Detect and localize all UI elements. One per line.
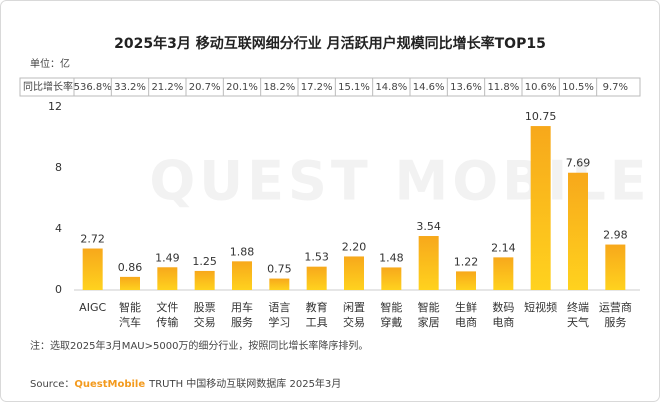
value-label: 3.54 bbox=[416, 220, 441, 233]
value-label: 7.69 bbox=[566, 157, 591, 170]
bar bbox=[306, 266, 327, 290]
bar bbox=[456, 271, 476, 290]
growth-label: 同比增长率 bbox=[23, 80, 73, 93]
bar bbox=[82, 248, 103, 290]
value-label: 2.72 bbox=[80, 233, 105, 246]
x-tick-label: 家居 bbox=[418, 315, 440, 329]
value-label: 10.75 bbox=[525, 110, 557, 123]
growth-value: 17.2% bbox=[301, 82, 333, 93]
bar bbox=[194, 270, 215, 290]
value-label: 1.88 bbox=[230, 245, 255, 258]
x-tick-label: 智能 bbox=[380, 300, 402, 314]
x-tick-label: 语言 bbox=[268, 301, 290, 314]
x-tick-label: 终端 bbox=[567, 300, 589, 314]
bar bbox=[232, 261, 252, 290]
chart-title: 2025年3月 移动互联网细分行业 月活跃用户规模同比增长率TOP15 bbox=[114, 35, 546, 52]
x-tick-label: AIGC bbox=[79, 301, 106, 314]
bar bbox=[381, 267, 402, 290]
bar bbox=[344, 256, 364, 290]
growth-value: 21.2% bbox=[151, 82, 183, 93]
x-tick-label: 智能 bbox=[119, 300, 141, 314]
growth-value: 9.7% bbox=[603, 82, 628, 93]
source-brand: QuestMobile bbox=[74, 379, 145, 390]
x-tick-label: 教育 bbox=[306, 300, 328, 314]
x-tick-label: 用车 bbox=[231, 300, 253, 314]
y-tick-label: 0 bbox=[55, 283, 62, 296]
bar bbox=[269, 278, 290, 290]
y-tick-label: 12 bbox=[48, 100, 62, 113]
x-tick-label: 生鲜 bbox=[455, 300, 477, 314]
growth-value: 14.6% bbox=[413, 82, 445, 93]
x-tick-label: 服务 bbox=[604, 316, 626, 329]
x-tick-label: 电商 bbox=[455, 315, 477, 329]
growth-table bbox=[19, 77, 641, 97]
growth-value: 20.1% bbox=[226, 82, 258, 93]
value-label: 2.20 bbox=[342, 240, 367, 253]
x-tick-label: 穿戴 bbox=[380, 315, 402, 329]
growth-value: 15.1% bbox=[338, 82, 370, 93]
value-label: 1.48 bbox=[379, 251, 404, 264]
x-tick-label: 文件 bbox=[156, 300, 178, 314]
value-label: 1.49 bbox=[155, 251, 180, 264]
y-tick-label: 4 bbox=[55, 222, 62, 235]
value-label: 0.75 bbox=[267, 263, 292, 276]
growth-value: 33.2% bbox=[114, 82, 146, 93]
x-tick-label: 运营商 bbox=[599, 300, 632, 314]
bar bbox=[493, 257, 514, 290]
note: 注：选取2025年3月MAU>5000万的细分行业，按照同比增长率降序排列。 bbox=[30, 339, 368, 352]
growth-value: 10.5% bbox=[562, 82, 594, 93]
watermark: QUEST MOBILE bbox=[149, 150, 650, 213]
x-tick-label: 股票 bbox=[194, 301, 216, 314]
value-label: 1.22 bbox=[454, 255, 479, 268]
x-tick-label: 交易 bbox=[343, 315, 365, 329]
x-tick-label: 学习 bbox=[268, 315, 290, 329]
x-tick-label: 智能 bbox=[418, 300, 440, 314]
value-label: 2.98 bbox=[603, 229, 628, 242]
bar bbox=[568, 172, 588, 290]
x-tick-label: 传输 bbox=[156, 315, 178, 329]
x-tick-label: 服务 bbox=[231, 316, 253, 329]
growth-value: 11.8% bbox=[487, 82, 519, 93]
growth-value: 20.7% bbox=[189, 82, 221, 93]
x-tick-label: 汽车 bbox=[119, 315, 141, 329]
x-tick-label: 工具 bbox=[306, 316, 328, 329]
source-text: TRUTH 中国移动互联网数据库 2025年3月 bbox=[148, 377, 341, 390]
source-prefix: Source： bbox=[30, 379, 74, 390]
x-tick-label: 交易 bbox=[194, 315, 216, 329]
bar bbox=[120, 276, 140, 290]
x-tick-label: 天气 bbox=[567, 315, 589, 329]
growth-value: 18.2% bbox=[263, 82, 295, 93]
bar bbox=[605, 244, 626, 290]
unit-label: 单位：亿 bbox=[30, 57, 70, 70]
growth-value: 536.8% bbox=[74, 82, 112, 93]
value-label: 0.86 bbox=[118, 261, 143, 274]
value-label: 1.53 bbox=[304, 251, 329, 264]
growth-value: 10.6% bbox=[525, 82, 557, 93]
y-tick-label: 8 bbox=[55, 161, 62, 174]
x-tick-label: 短视频 bbox=[524, 300, 557, 314]
source: Source：QuestMobile TRUTH 中国移动互联网数据库 2025年… bbox=[30, 377, 341, 390]
bar bbox=[157, 267, 178, 290]
x-tick-label: 闲置 bbox=[343, 300, 365, 314]
x-tick-label: 数码 bbox=[492, 301, 514, 314]
growth-value: 14.8% bbox=[375, 82, 407, 93]
bar bbox=[530, 126, 551, 290]
value-label: 2.14 bbox=[491, 241, 516, 254]
value-label: 1.25 bbox=[192, 255, 217, 268]
growth-value: 13.6% bbox=[450, 82, 482, 93]
bar bbox=[418, 236, 439, 290]
x-tick-label: 电商 bbox=[492, 315, 514, 329]
